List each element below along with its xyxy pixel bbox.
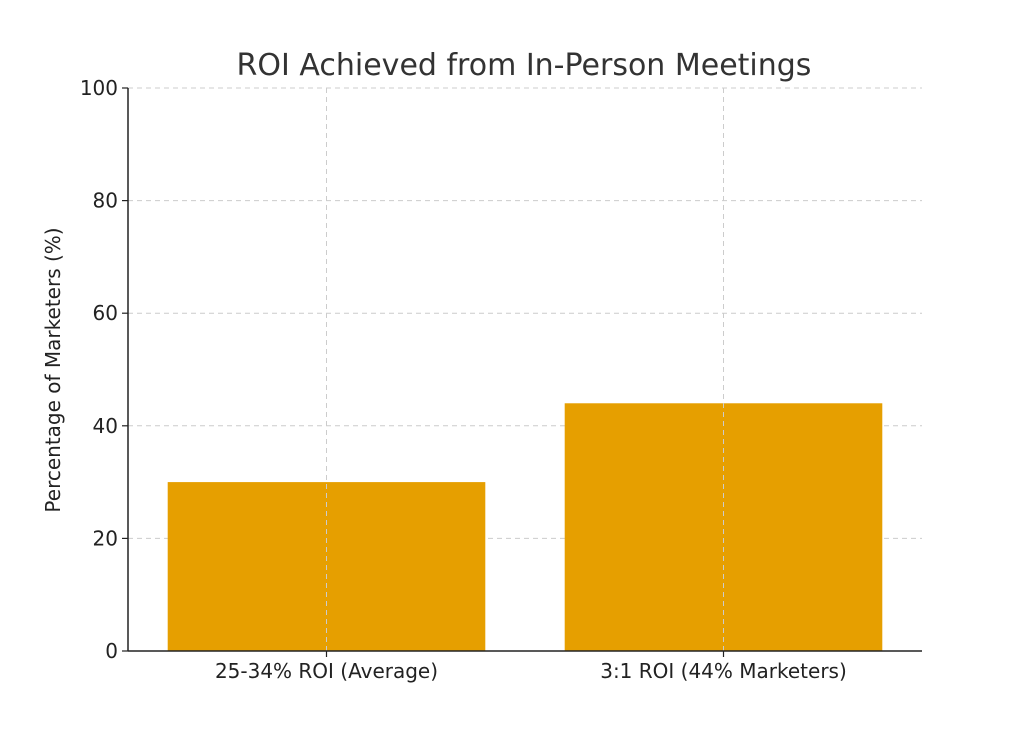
y-tick-label: 80 bbox=[93, 189, 118, 213]
x-tick-label: 3:1 ROI (44% Marketers) bbox=[600, 659, 847, 683]
axes bbox=[122, 87, 922, 657]
y-tick-label: 100 bbox=[80, 76, 118, 100]
y-axis-label: Percentage of Marketers (%) bbox=[41, 227, 65, 512]
x-tick-label: 25-34% ROI (Average) bbox=[215, 659, 438, 683]
chart-title: ROI Achieved from In-Person Meetings bbox=[237, 48, 812, 83]
tick-labels: 0 20 40 60 80 100 25-34% ROI (Average) 3:1 ROI … bbox=[80, 76, 847, 683]
bar bbox=[564, 403, 883, 651]
y-tick-label: 0 bbox=[105, 639, 118, 663]
bars bbox=[167, 88, 883, 651]
y-tick-label: 40 bbox=[93, 414, 118, 438]
y-tick-label: 60 bbox=[93, 301, 118, 325]
y-tick-label: 20 bbox=[93, 526, 118, 550]
